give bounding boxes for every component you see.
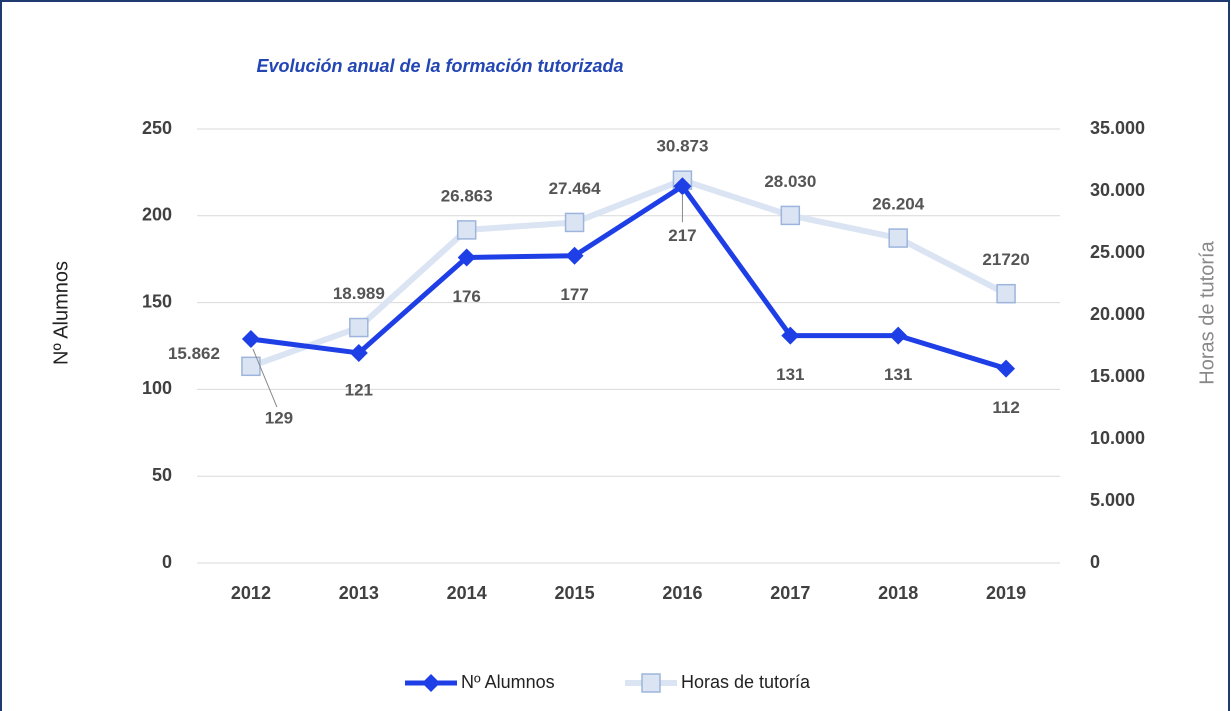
y2-tick-label: 30.000 xyxy=(1090,180,1145,200)
data-label: 217 xyxy=(668,226,696,245)
marker xyxy=(780,205,801,226)
y-tick-label: 100 xyxy=(142,378,172,398)
y2-tick-label: 0 xyxy=(1090,552,1100,572)
data-label: 131 xyxy=(884,365,912,384)
y-tick-label: 200 xyxy=(142,205,172,225)
data-label: 21720 xyxy=(982,250,1029,269)
data-label: 18.989 xyxy=(333,284,385,303)
x-tick-label: 2014 xyxy=(447,583,487,603)
series-line xyxy=(250,183,1007,371)
data-label: 26.204 xyxy=(872,195,925,214)
data-label: 15.862 xyxy=(168,344,220,363)
x-tick-label: 2016 xyxy=(662,583,702,603)
x-tick-label: 2012 xyxy=(231,583,271,603)
data-label: 30.873 xyxy=(656,137,708,156)
marker xyxy=(241,330,260,349)
data-label: 177 xyxy=(560,285,588,304)
chart-title: Evolución anual de la formación tutoriza… xyxy=(256,56,623,76)
legend-label: Horas de tutoría xyxy=(681,672,811,692)
marker xyxy=(349,343,368,362)
y2-tick-label: 25.000 xyxy=(1090,242,1145,262)
legend-marker xyxy=(422,674,440,692)
data-label: 26.863 xyxy=(441,186,493,205)
legend-marker xyxy=(641,673,661,693)
y-tick-label: 0 xyxy=(162,552,172,572)
y-tick-label: 250 xyxy=(142,118,172,138)
marker xyxy=(456,220,477,240)
marker xyxy=(565,246,584,265)
data-label: 27.464 xyxy=(549,179,602,198)
y-tick-label: 50 xyxy=(152,465,172,485)
marker xyxy=(996,283,1016,304)
data-label: 129 xyxy=(265,409,293,428)
marker xyxy=(888,228,908,248)
y-tick-label: 150 xyxy=(142,291,172,311)
data-label: 112 xyxy=(992,398,1019,417)
legend-label: Nº Alumnos xyxy=(461,672,555,692)
y2-tick-label: 5.000 xyxy=(1090,490,1135,510)
x-tick-label: 2013 xyxy=(339,583,379,603)
leader-line xyxy=(252,348,278,408)
y2-tick-label: 20.000 xyxy=(1090,304,1145,324)
y2-tick-label: 10.000 xyxy=(1090,428,1145,448)
y-axis-title: Nº Alumnos xyxy=(50,261,72,365)
x-tick-label: 2017 xyxy=(770,583,810,603)
data-label: 176 xyxy=(453,287,481,306)
marker xyxy=(564,212,585,233)
y2-tick-label: 35.000 xyxy=(1090,118,1145,138)
data-label: 121 xyxy=(345,380,373,399)
data-label: 131 xyxy=(776,365,804,384)
x-tick-label: 2018 xyxy=(878,583,918,603)
series-line xyxy=(249,177,1008,370)
x-tick-label: 2015 xyxy=(555,583,595,603)
marker xyxy=(781,326,800,345)
marker xyxy=(673,177,692,196)
marker xyxy=(349,317,369,338)
y2-tick-label: 15.000 xyxy=(1090,366,1145,386)
data-label: 28.030 xyxy=(764,172,816,191)
marker xyxy=(457,248,476,267)
x-tick-label: 2019 xyxy=(986,583,1026,603)
marker xyxy=(889,326,908,345)
marker xyxy=(997,359,1016,378)
y2-axis-title: Horas de tutoría xyxy=(1196,240,1218,384)
